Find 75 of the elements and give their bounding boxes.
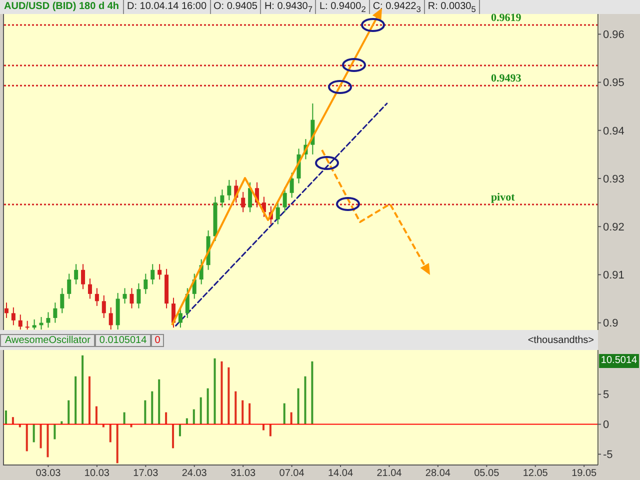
bar	[297, 388, 300, 424]
bar	[46, 424, 49, 458]
y-tick-label: 0.94	[603, 125, 624, 138]
bar	[165, 412, 168, 424]
y-tick-label: 0.92	[603, 221, 624, 234]
bar	[214, 358, 216, 424]
x-tick-label: 31.03	[230, 468, 256, 480]
ref-line-label: 0.9493	[490, 72, 522, 85]
y-tick-label: 5	[603, 389, 610, 402]
bar	[248, 403, 251, 424]
bar	[228, 367, 230, 424]
bar	[123, 412, 126, 424]
bar	[200, 397, 202, 424]
x-tick-label: 10.03	[84, 468, 110, 480]
y-tick-label: 0.96	[603, 29, 624, 42]
bar	[234, 391, 237, 424]
x-tick-label: 17.03	[133, 468, 159, 480]
bar	[82, 355, 84, 424]
text: C: 0.9422$_{3}$	[370, 0, 425, 14]
bar	[269, 424, 272, 436]
bar	[283, 403, 286, 424]
x-tick-label: 07.04	[279, 468, 305, 480]
bar	[54, 424, 56, 440]
bar	[144, 400, 146, 424]
bar	[178, 424, 181, 436]
x-tick-label: 28.04	[425, 468, 451, 480]
text: D: 10.04.14 16:00	[124, 0, 211, 14]
x-tick-label: 21.04	[376, 468, 402, 480]
bar	[304, 376, 306, 424]
annotation: 10.5014	[599, 354, 639, 368]
bar	[172, 424, 174, 448]
bar	[88, 376, 91, 424]
x-tick-label: 14.04	[328, 468, 354, 480]
y-tick-label: 0.9	[603, 318, 618, 330]
text: L: 0.9400$_{2}$	[316, 0, 370, 14]
bar	[12, 417, 14, 424]
bar	[311, 361, 314, 424]
x-tick-label: 12.05	[522, 468, 548, 480]
bar	[5, 410, 7, 424]
bar	[26, 424, 28, 452]
bar	[158, 379, 160, 424]
bar	[186, 418, 188, 424]
ref-line-label: 0.9619	[490, 12, 522, 24]
ref-line-label: pivot	[490, 191, 516, 204]
bar	[290, 412, 292, 424]
text: 0	[150, 334, 164, 346]
bar	[32, 424, 35, 442]
bar	[109, 424, 112, 442]
bar	[95, 406, 98, 424]
y-tick-label: 0.95	[603, 77, 624, 90]
bar	[220, 361, 223, 424]
bar	[68, 400, 70, 424]
y-tick-label: -5	[603, 449, 613, 462]
bar	[116, 424, 118, 464]
bar	[40, 424, 42, 448]
bar	[192, 409, 195, 424]
chart-title: AUD/USD (BID) 180 d 4h	[0, 0, 124, 14]
text: <thousandths>	[528, 334, 595, 346]
text: O: 0.9405	[210, 0, 262, 14]
x-tick-label: 19.05	[572, 468, 598, 480]
y-tick-label: 0.93	[603, 173, 624, 186]
y-tick-label: 0.91	[603, 270, 624, 282]
bar	[206, 388, 209, 424]
x-tick-label: 05.05	[474, 468, 500, 480]
bar	[242, 400, 244, 424]
text: 0.0105014	[95, 334, 151, 346]
y-tick-label: 0	[603, 419, 610, 432]
x-tick-label: 24.03	[182, 468, 208, 480]
bar	[74, 376, 77, 424]
bar	[151, 391, 154, 424]
text: H: 0.9430$_{7}$	[261, 0, 316, 14]
chart-title: AwesomeOscillator	[0, 334, 96, 346]
bar	[262, 424, 264, 430]
text: R: 0.0030$_{5}$	[424, 0, 480, 14]
x-tick-label: 03.03	[36, 468, 62, 480]
